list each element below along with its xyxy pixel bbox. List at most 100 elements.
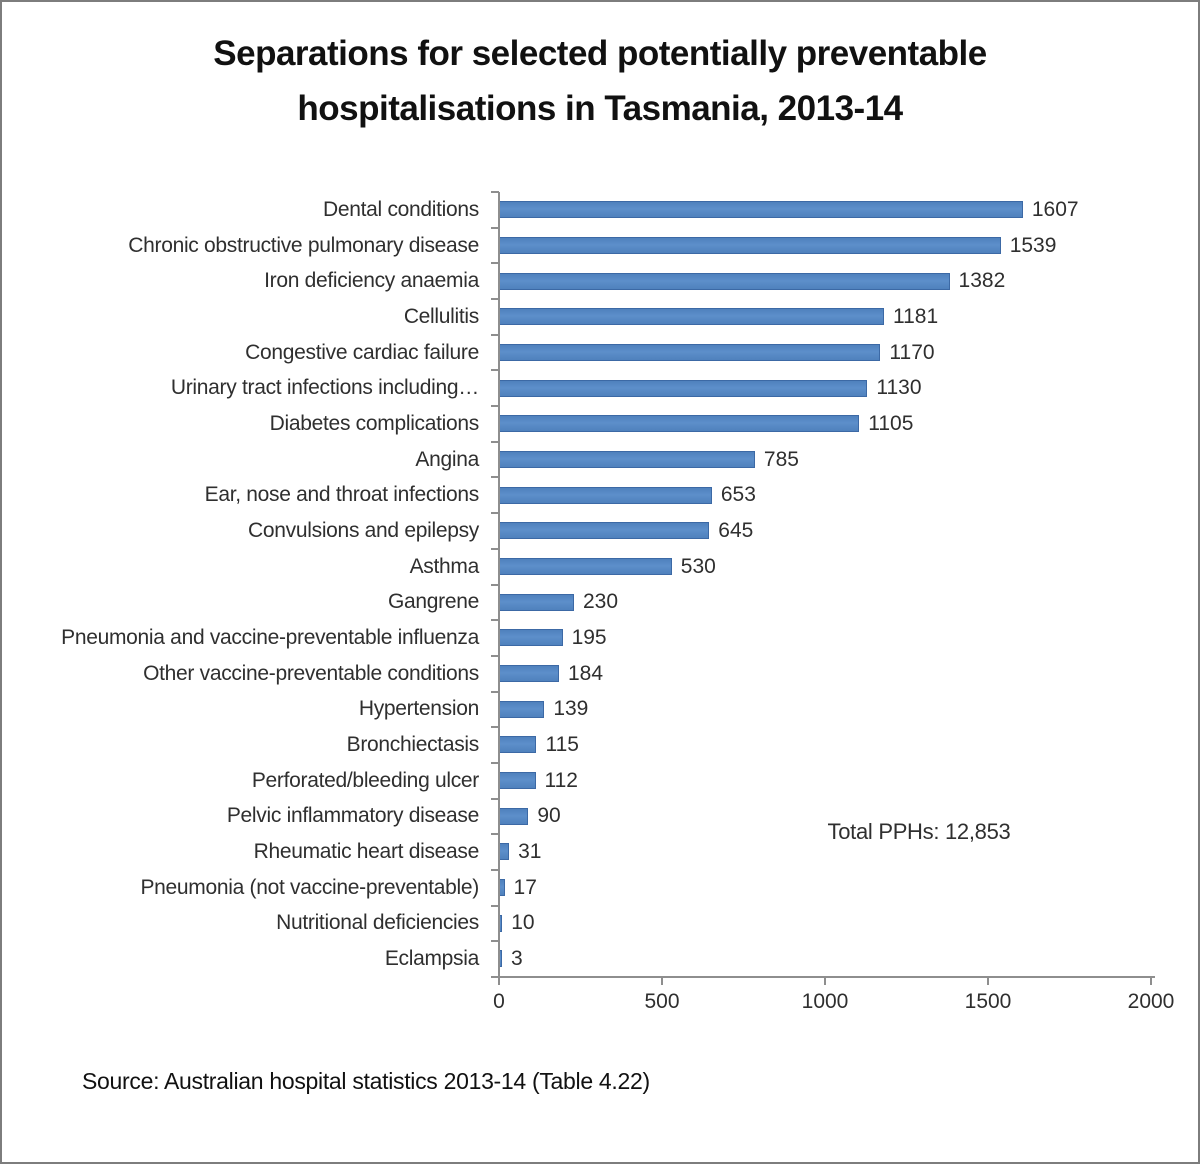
bar [499, 700, 545, 718]
x-axis-line [491, 976, 1155, 978]
chart-row: Hypertension 139 [2, 691, 1162, 727]
category-label: Pneumonia (not vaccine-preventable) [140, 875, 479, 899]
bar-track: 10 [499, 905, 1162, 941]
y-axis-tick [491, 226, 499, 229]
category-label: Other vaccine-preventable conditions [143, 661, 479, 685]
bar-track: 1607 [499, 192, 1162, 228]
chart-row: Other vaccine-preventable conditions 184 [2, 656, 1162, 692]
x-axis-tick-label: 0 [493, 990, 505, 1013]
value-label: 1539 [1009, 233, 1057, 257]
bar [499, 486, 712, 504]
bar [499, 308, 884, 326]
value-label: 31 [518, 839, 542, 863]
y-axis-tick [491, 262, 499, 265]
y-axis-tick [491, 405, 499, 408]
chart-row: Chronic obstructive pulmonary disease 153… [2, 228, 1162, 264]
chart-row: Gangrene 230 [2, 584, 1162, 620]
y-axis-tick [491, 333, 499, 336]
y-axis-tick [491, 761, 499, 764]
bar [499, 344, 881, 362]
value-label: 10 [511, 911, 535, 935]
y-axis-tick [491, 476, 499, 479]
bar [499, 415, 860, 433]
bar [499, 379, 868, 397]
bar-track: 3 [499, 941, 1162, 977]
chart-row: Nutritional deficiencies 10 [2, 905, 1162, 941]
value-label: 1170 [889, 340, 935, 364]
category-label: Pneumonia and vaccine-preventable influe… [61, 625, 479, 649]
chart-row: Diabetes complications 1105 [2, 406, 1162, 442]
category-label: Convulsions and epilepsy [248, 518, 479, 542]
y-axis-tick [491, 547, 499, 550]
category-label: Hypertension [358, 697, 479, 721]
bar [499, 272, 950, 290]
category-label: Angina [415, 447, 479, 471]
value-label: 112 [544, 768, 578, 792]
total-pphs-annotation: Total PPHs: 12,853 [827, 819, 1011, 844]
y-axis-tick [491, 440, 499, 443]
bar-track: 645 [499, 513, 1162, 549]
bar-track: 1181 [499, 299, 1162, 335]
bar-track: 785 [499, 442, 1162, 478]
y-axis-tick [491, 833, 499, 836]
bar-track: 653 [499, 477, 1162, 513]
bar-track: 530 [499, 549, 1162, 585]
value-label: 17 [513, 875, 537, 899]
y-axis-tick [491, 583, 499, 586]
bar [499, 736, 537, 754]
value-label: 90 [537, 804, 561, 828]
bar-track: 1170 [499, 335, 1162, 371]
chart-title-line1: Separations for selected potentially pre… [213, 34, 987, 73]
chart-title: Separations for selected potentially pre… [2, 26, 1198, 136]
x-axis-tick [987, 977, 989, 985]
y-axis-tick [491, 904, 499, 907]
value-label: 3 [511, 946, 523, 970]
bar [499, 201, 1023, 219]
value-label: 645 [718, 518, 754, 542]
value-label: 653 [720, 483, 756, 507]
y-axis-tick [491, 868, 499, 871]
bar [499, 665, 559, 683]
y-axis-tick [491, 369, 499, 372]
value-label: 1181 [893, 304, 939, 328]
category-label: Rheumatic heart disease [253, 839, 480, 863]
category-label: Ear, nose and throat infections [204, 483, 480, 507]
value-label: 1105 [868, 411, 914, 435]
bar-track: 112 [499, 763, 1162, 799]
x-axis-tick [824, 977, 826, 985]
category-label: Diabetes complications [269, 411, 480, 435]
x-axis-tick-label: 1000 [801, 990, 849, 1013]
bar-track: 230 [499, 584, 1162, 620]
category-label: Bronchiectasis [346, 732, 480, 756]
x-axis-tick [498, 977, 500, 985]
y-axis-tick [491, 619, 499, 622]
bar-track: 1539 [499, 228, 1162, 264]
y-axis-tick [491, 726, 499, 729]
value-label: 195 [571, 625, 607, 649]
y-axis-tick [491, 654, 499, 657]
category-label: Pelvic inflammatory disease [226, 804, 479, 828]
chart-row: Cellulitis 1181 [2, 299, 1162, 335]
y-axis-tick [491, 940, 499, 943]
category-label: Dental conditions [323, 197, 479, 221]
bar [499, 843, 510, 861]
category-label: Chronic obstructive pulmonary disease [128, 233, 479, 257]
category-label: Eclampsia [384, 946, 479, 970]
chart-row: Convulsions and epilepsy 645 [2, 513, 1162, 549]
category-label: Iron deficiency anaemia [264, 269, 479, 293]
bar-track: 1382 [499, 263, 1162, 299]
bar [499, 772, 536, 790]
y-axis-line [498, 192, 500, 978]
x-axis-tick-label: 2000 [1127, 990, 1175, 1013]
chart-row: Congestive cardiac failure 1170 [2, 335, 1162, 371]
x-axis-tick-label: 500 [644, 990, 680, 1013]
value-label: 530 [680, 554, 716, 578]
value-label: 115 [545, 732, 579, 756]
source-note: Source: Australian hospital statistics 2… [82, 1068, 650, 1094]
value-label: 1130 [876, 376, 922, 400]
category-label: Cellulitis [403, 304, 479, 328]
x-axis-tick-label: 1500 [964, 990, 1012, 1013]
bar [499, 237, 1001, 254]
chart-row: Pneumonia (not vaccine-preventable) 17 [2, 870, 1162, 906]
chart-row: Bronchiectasis 115 [2, 727, 1162, 763]
